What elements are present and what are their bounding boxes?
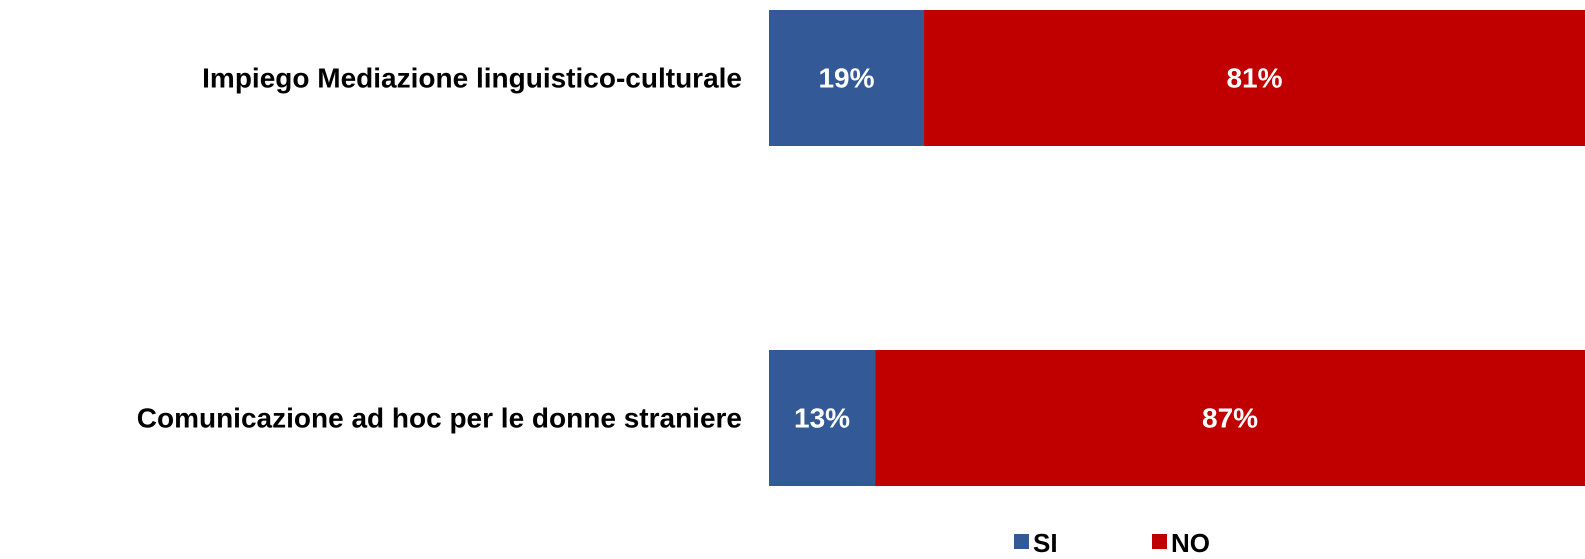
data-label-no-2: 87% [1202, 403, 1258, 434]
bar-si-1 [769, 10, 925, 146]
bar-no-1 [924, 10, 1585, 146]
data-label-si-1: 19% [818, 63, 874, 94]
bar-no-2 [875, 350, 1585, 486]
legend: SI NO [1014, 528, 1210, 558]
legend-label-si: SI [1033, 528, 1058, 558]
legend-swatch-no [1152, 534, 1167, 549]
bars-group: 19% 81% 13% 87% [769, 10, 1585, 486]
bar-si-2 [769, 350, 876, 486]
legend-swatch-si [1014, 534, 1029, 549]
category-label-2: Comunicazione ad hoc per le donne strani… [137, 403, 742, 434]
data-label-no-1: 81% [1226, 63, 1282, 94]
category-labels: Impiego Mediazione linguistico-culturale… [137, 63, 742, 434]
legend-label-no: NO [1171, 528, 1210, 558]
category-label-1: Impiego Mediazione linguistico-culturale [202, 63, 742, 94]
data-label-si-2: 13% [794, 403, 850, 434]
